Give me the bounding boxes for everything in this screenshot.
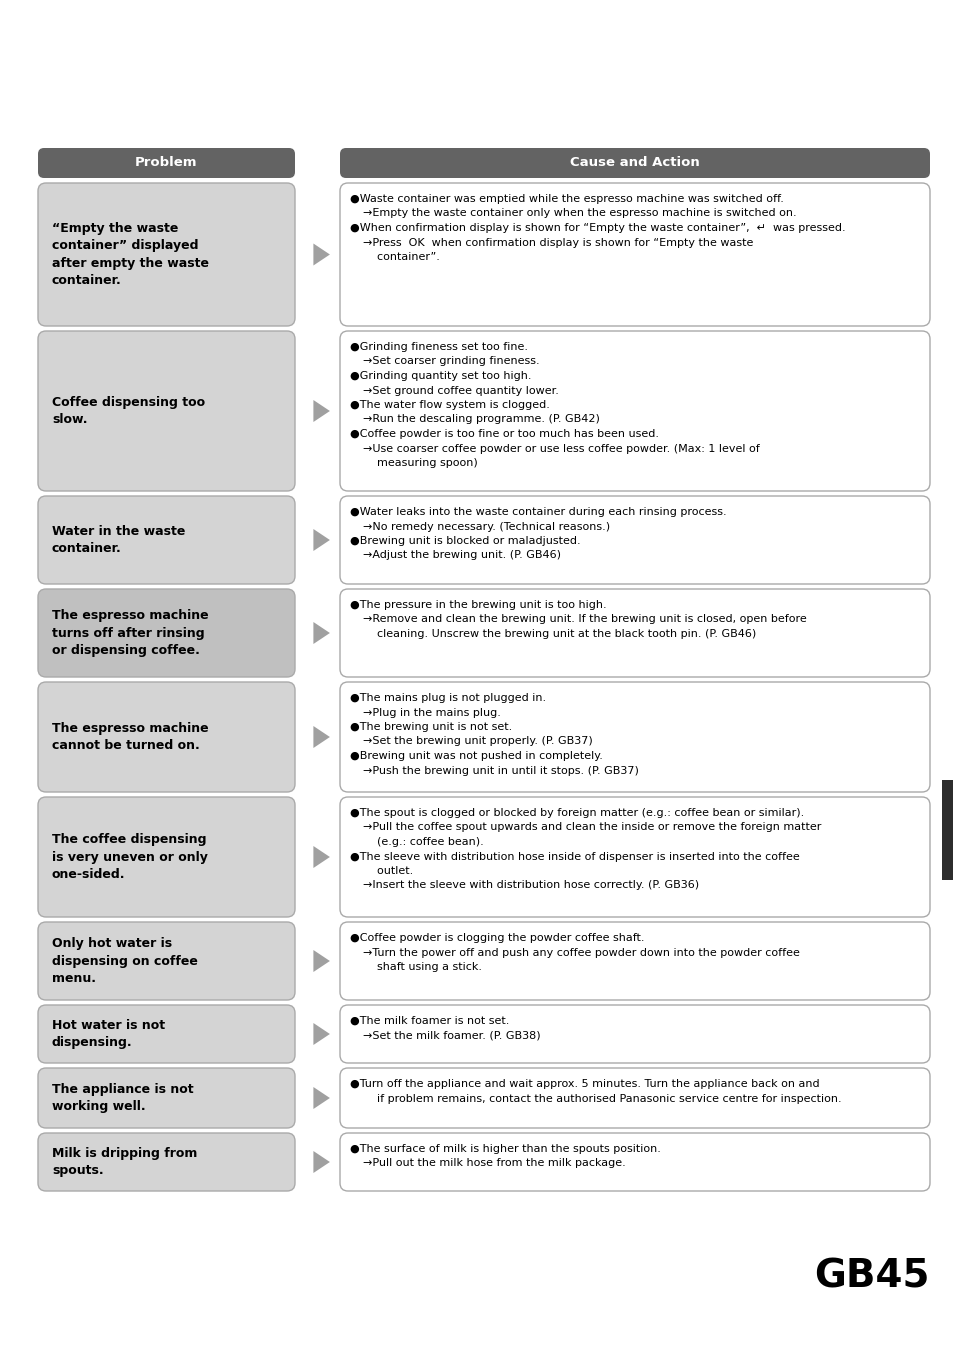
Text: →Set coarser grinding fineness.: →Set coarser grinding fineness. [363, 356, 539, 366]
FancyBboxPatch shape [38, 682, 294, 792]
Text: The appliance is not
working well.: The appliance is not working well. [52, 1083, 193, 1114]
FancyBboxPatch shape [339, 1133, 929, 1191]
Polygon shape [314, 1152, 330, 1173]
Text: cleaning. Unscrew the brewing unit at the black tooth pin. (P. GB46): cleaning. Unscrew the brewing unit at th… [363, 629, 756, 639]
Text: “Empty the waste
container” displayed
after empty the waste
container.: “Empty the waste container” displayed af… [52, 221, 209, 288]
Text: ●The spout is clogged or blocked by foreign matter (e.g.: coffee bean or similar: ●The spout is clogged or blocked by fore… [350, 809, 803, 818]
Text: →Run the descaling programme. (P. GB42): →Run the descaling programme. (P. GB42) [363, 414, 599, 424]
Text: →Set the milk foamer. (P. GB38): →Set the milk foamer. (P. GB38) [363, 1030, 540, 1041]
FancyBboxPatch shape [339, 331, 929, 491]
FancyBboxPatch shape [339, 148, 929, 178]
Text: Only hot water is
dispensing on coffee
menu.: Only hot water is dispensing on coffee m… [52, 937, 197, 986]
Text: ●Grinding fineness set too fine.: ●Grinding fineness set too fine. [350, 342, 527, 352]
Text: ●The pressure in the brewing unit is too high.: ●The pressure in the brewing unit is too… [350, 599, 606, 610]
FancyBboxPatch shape [339, 184, 929, 325]
Text: →Adjust the brewing unit. (P. GB46): →Adjust the brewing unit. (P. GB46) [363, 551, 560, 560]
Polygon shape [314, 400, 330, 423]
Text: if problem remains, contact the authorised Panasonic service centre for inspecti: if problem remains, contact the authoris… [363, 1094, 841, 1103]
FancyBboxPatch shape [339, 682, 929, 792]
FancyBboxPatch shape [38, 1068, 294, 1129]
Text: ●Coffee powder is too fine or too much has been used.: ●Coffee powder is too fine or too much h… [350, 429, 659, 439]
Text: ●The brewing unit is not set.: ●The brewing unit is not set. [350, 722, 512, 732]
FancyBboxPatch shape [38, 796, 294, 917]
FancyBboxPatch shape [339, 1004, 929, 1062]
FancyBboxPatch shape [38, 184, 294, 325]
Text: The coffee dispensing
is very uneven or only
one-sided.: The coffee dispensing is very uneven or … [52, 833, 208, 882]
FancyBboxPatch shape [38, 589, 294, 676]
Polygon shape [314, 846, 330, 868]
Text: →No remedy necessary. (Technical reasons.): →No remedy necessary. (Technical reasons… [363, 521, 610, 532]
FancyBboxPatch shape [38, 1133, 294, 1191]
Polygon shape [314, 1023, 330, 1045]
Text: Water in the waste
container.: Water in the waste container. [52, 525, 185, 555]
Polygon shape [314, 243, 330, 266]
Text: outlet.: outlet. [363, 865, 413, 876]
Text: ●The mains plug is not plugged in.: ●The mains plug is not plugged in. [350, 693, 545, 703]
Text: →Pull the coffee spout upwards and clean the inside or remove the foreign matter: →Pull the coffee spout upwards and clean… [363, 822, 821, 833]
Text: ●When confirmation display is shown for “Empty the waste container”,  ↵  was pre: ●When confirmation display is shown for … [350, 223, 844, 234]
Polygon shape [314, 622, 330, 644]
FancyBboxPatch shape [38, 1004, 294, 1062]
Text: ●The surface of milk is higher than the spouts position.: ●The surface of milk is higher than the … [350, 1143, 660, 1154]
Text: →Press  OK  when confirmation display is shown for “Empty the waste: →Press OK when confirmation display is s… [363, 238, 753, 247]
FancyBboxPatch shape [339, 495, 929, 585]
Text: ●Brewing unit is blocked or maladjusted.: ●Brewing unit is blocked or maladjusted. [350, 536, 580, 545]
Polygon shape [314, 726, 330, 748]
Bar [941, 780, 953, 880]
Text: container”.: container”. [363, 252, 439, 262]
Text: ●The sleeve with distribution hose inside of dispenser is inserted into the coff: ●The sleeve with distribution hose insid… [350, 852, 799, 861]
Text: Problem: Problem [135, 157, 197, 170]
Text: →Use coarser coffee powder or use less coffee powder. (Max: 1 level of: →Use coarser coffee powder or use less c… [363, 444, 759, 454]
FancyBboxPatch shape [38, 922, 294, 1000]
Text: ●Waste container was emptied while the espresso machine was switched off.: ●Waste container was emptied while the e… [350, 194, 783, 204]
Text: ●Turn off the appliance and wait approx. 5 minutes. Turn the appliance back on a: ●Turn off the appliance and wait approx.… [350, 1079, 819, 1089]
Text: →Insert the sleeve with distribution hose correctly. (P. GB36): →Insert the sleeve with distribution hos… [363, 880, 699, 891]
Text: The espresso machine
turns off after rinsing
or dispensing coffee.: The espresso machine turns off after rin… [52, 609, 209, 657]
Text: The espresso machine
cannot be turned on.: The espresso machine cannot be turned on… [52, 722, 209, 752]
Text: Milk is dripping from
spouts.: Milk is dripping from spouts. [52, 1146, 197, 1177]
Text: ●Water leaks into the waste container during each rinsing process.: ●Water leaks into the waste container du… [350, 508, 726, 517]
Text: →Empty the waste container only when the espresso machine is switched on.: →Empty the waste container only when the… [363, 208, 796, 219]
Text: Hot water is not
dispensing.: Hot water is not dispensing. [52, 1019, 165, 1049]
Text: →Set the brewing unit properly. (P. GB37): →Set the brewing unit properly. (P. GB37… [363, 737, 592, 747]
Text: →Remove and clean the brewing unit. If the brewing unit is closed, open before: →Remove and clean the brewing unit. If t… [363, 614, 806, 625]
Text: GB45: GB45 [814, 1257, 929, 1295]
FancyBboxPatch shape [339, 796, 929, 917]
Text: Coffee dispensing too
slow.: Coffee dispensing too slow. [52, 396, 205, 427]
FancyBboxPatch shape [339, 589, 929, 676]
FancyBboxPatch shape [38, 331, 294, 491]
FancyBboxPatch shape [339, 1068, 929, 1129]
Polygon shape [314, 950, 330, 972]
FancyBboxPatch shape [38, 148, 294, 178]
Text: ●Brewing unit was not pushed in completely.: ●Brewing unit was not pushed in complete… [350, 751, 602, 761]
Text: →Plug in the mains plug.: →Plug in the mains plug. [363, 707, 500, 717]
Polygon shape [314, 1087, 330, 1108]
Text: ●Coffee powder is clogging the powder coffee shaft.: ●Coffee powder is clogging the powder co… [350, 933, 644, 944]
FancyBboxPatch shape [339, 922, 929, 1000]
Text: Cause and Action: Cause and Action [570, 157, 700, 170]
Text: →Set ground coffee quantity lower.: →Set ground coffee quantity lower. [363, 386, 558, 396]
Text: ●Grinding quantity set too high.: ●Grinding quantity set too high. [350, 371, 531, 381]
FancyBboxPatch shape [38, 495, 294, 585]
Text: →Turn the power off and push any coffee powder down into the powder coffee: →Turn the power off and push any coffee … [363, 948, 799, 957]
Text: →Pull out the milk hose from the milk package.: →Pull out the milk hose from the milk pa… [363, 1158, 625, 1169]
Text: →Push the brewing unit in until it stops. (P. GB37): →Push the brewing unit in until it stops… [363, 765, 639, 775]
Text: measuring spoon): measuring spoon) [363, 458, 477, 468]
Text: ●The milk foamer is not set.: ●The milk foamer is not set. [350, 1017, 509, 1026]
Text: (e.g.: coffee bean).: (e.g.: coffee bean). [363, 837, 483, 846]
Text: shaft using a stick.: shaft using a stick. [363, 963, 481, 972]
Polygon shape [314, 529, 330, 551]
Text: ●The water flow system is clogged.: ●The water flow system is clogged. [350, 400, 549, 410]
